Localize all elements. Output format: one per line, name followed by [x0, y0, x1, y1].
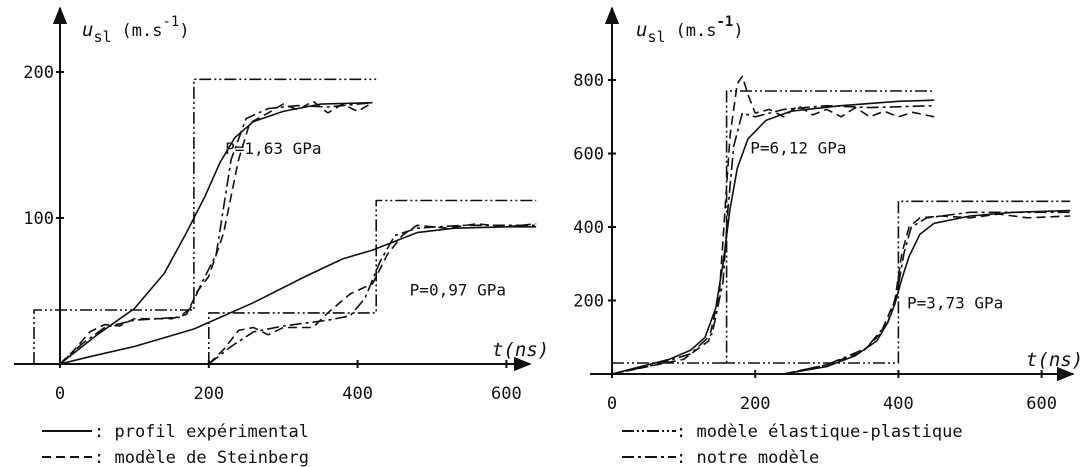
x-axis-title-left: t(ns): [492, 339, 549, 361]
annotation-left-1: P=0,97 GPa: [410, 280, 506, 299]
series-right-solid-4: [783, 209, 1071, 375]
series-left-solid-4: [59, 226, 537, 365]
y-tick-label-right-600: 600: [573, 145, 604, 165]
legend-label-solid: : profil expérimental: [94, 422, 309, 442]
series-left-dash-dot-dot-6: [208, 199, 537, 364]
y-tick-label-left-100: 100: [23, 209, 54, 229]
chart-right: 0 200 400 600 200 400 600 800 P=6,12 GPa P=3,73…: [573, 6, 1083, 414]
y-axis-title-right: usl (m.s-1): [636, 14, 744, 46]
series-left-dash-dot-7: [208, 224, 537, 365]
y-tick-label-right-800: 800: [573, 71, 604, 91]
y-tick-label-left-200: 200: [23, 63, 54, 83]
annotation-right-1: P=3,73 GPa: [907, 294, 1003, 313]
annotation-right-0: P=6,12 GPa: [750, 139, 846, 158]
series-left: [33, 78, 537, 365]
series-left-dashed-5: [208, 223, 537, 365]
y-tick-label-right-400: 400: [573, 218, 604, 238]
x-tick-label-left-400: 400: [342, 384, 373, 404]
x-ticks-right: 0 200 400 600: [607, 370, 1057, 414]
annotations-left: P=1,63 GPa P=0,97 GPa: [225, 139, 506, 300]
x-axis-title-right: t(ns): [1026, 349, 1083, 371]
x-ticks-left: 0 200 400 600: [55, 360, 522, 404]
y-axis-title-left: usl (m.s-1): [82, 14, 190, 46]
y-ticks-right: 200 400 600 800: [573, 71, 616, 312]
series-right-dashed-5: [783, 213, 1071, 375]
legend-label-dash-dot: : notre modèle: [676, 448, 819, 467]
series-left-dash-dot-dot-2: [33, 78, 377, 364]
x-tick-label-right-0: 0: [607, 394, 617, 414]
x-tick-label-left-0: 0: [55, 384, 65, 404]
series-right-dash-dot-dot-6: [723, 200, 1071, 364]
series-left-dashed-1: [59, 100, 373, 365]
x-tick-label-left-200: 200: [193, 384, 224, 404]
y-ticks-left: 100 200: [23, 63, 64, 229]
series-right-solid-0: [611, 99, 935, 375]
series-right-dash-dot-3: [611, 104, 935, 375]
legend: : profil expérimental : modèle de Steinb…: [42, 422, 963, 467]
x-tick-label-right-400: 400: [883, 394, 914, 414]
annotations-right: P=6,12 GPa P=3,73 GPa: [750, 139, 1003, 313]
series-right-dashed-1: [611, 75, 935, 375]
chart-left: 0 200 400 600 100 200 P=1,63 GPa P=0,97 GPa u…: [14, 6, 549, 404]
legend-label-dashed: : modèle de Steinberg: [94, 448, 309, 467]
series-left-solid-0: [59, 101, 373, 365]
x-tick-label-left-600: 600: [491, 384, 522, 404]
x-tick-label-right-200: 200: [740, 394, 771, 414]
x-tick-label-right-600: 600: [1026, 394, 1057, 414]
series-right: [611, 75, 1071, 375]
annotation-left-0: P=1,63 GPa: [225, 139, 321, 158]
y-tick-label-right-200: 200: [573, 292, 604, 312]
legend-label-dash-dot-dot: : modèle élastique-plastique: [676, 422, 963, 442]
series-right-dash-dot-7: [783, 211, 1071, 375]
series-left-dash-dot-3: [59, 101, 373, 365]
